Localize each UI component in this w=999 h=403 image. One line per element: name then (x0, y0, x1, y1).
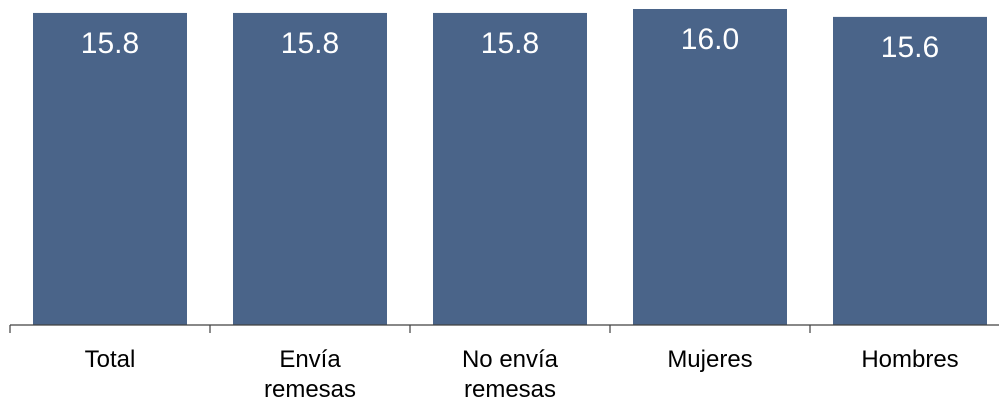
data-label-4: 15.6 (881, 31, 939, 64)
data-label-2: 15.8 (481, 27, 539, 60)
category-label-2: No envía remesas (462, 346, 559, 403)
category-label-line: Mujeres (667, 346, 752, 373)
bars-layer (33, 9, 987, 326)
data-label-1: 15.8 (281, 27, 339, 60)
category-label-line: Hombres (861, 346, 958, 373)
data-label-3: 16.0 (681, 23, 739, 56)
bar-2 (433, 12, 587, 325)
bar-1 (233, 12, 387, 325)
category-label-3: Mujeres (667, 346, 752, 373)
category-label-4: Hombres (861, 346, 958, 373)
bar-3 (633, 9, 787, 325)
category-label-line: Total (85, 346, 136, 373)
category-label-line: Envía (279, 346, 341, 373)
category-label-1: Envía remesas (264, 346, 356, 403)
data-label-0: 15.8 (81, 27, 139, 60)
category-label-line: No envía (462, 346, 559, 373)
category-label-line: remesas (464, 376, 556, 403)
x-axis (9, 324, 999, 333)
category-label-line: remesas (264, 376, 356, 403)
bar-4 (833, 16, 987, 326)
category-labels: 15.8 Total 15.8 Envía remesas 15.8 No envía rem… (81, 23, 959, 403)
bar-0 (33, 12, 187, 325)
category-label-0: Total (85, 346, 136, 373)
